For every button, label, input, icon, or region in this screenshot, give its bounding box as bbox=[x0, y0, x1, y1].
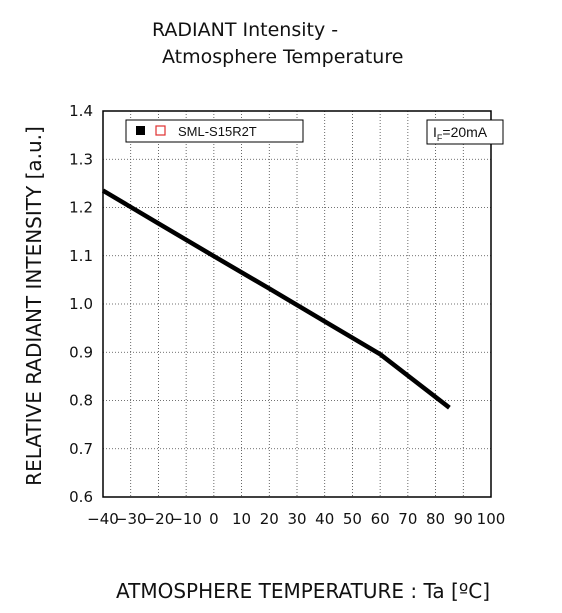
current-annotation: IF=20mA bbox=[426, 119, 504, 145]
x-tick-label: 50 bbox=[343, 510, 362, 528]
x-axis-label: ATMOSPHERE TEMPERATURE : Ta [ºC] bbox=[116, 579, 490, 603]
annotation-rest: =20mA bbox=[442, 124, 487, 140]
annotation-text: IF=20mA bbox=[433, 124, 488, 143]
y-tick-label: 0.7 bbox=[69, 440, 93, 458]
legend-filled-square-marker bbox=[136, 126, 145, 135]
y-tick-label: 0.6 bbox=[69, 488, 93, 506]
legend-label: SML-S15R2T bbox=[178, 124, 257, 139]
y-tick-label: 1.0 bbox=[69, 295, 93, 313]
series-layer bbox=[101, 188, 451, 410]
x-tick-label: 10 bbox=[232, 510, 251, 528]
annotation-sub: F bbox=[437, 133, 443, 143]
y-tick-label: 0.8 bbox=[69, 392, 93, 410]
x-tick-label: 60 bbox=[371, 510, 390, 528]
x-tick-label: 90 bbox=[454, 510, 473, 528]
x-tick-label: 70 bbox=[398, 510, 417, 528]
x-tick-label: 0 bbox=[209, 510, 219, 528]
x-tick-labels: −40−30−20−10 0 10 20 30 40 50 60 70 80 90 100 bbox=[87, 510, 505, 528]
x-tick-label: 100 bbox=[477, 510, 506, 528]
legend: SML-S15R2T bbox=[125, 119, 304, 143]
chart-title-line2: Atmosphere Temperature bbox=[162, 46, 403, 68]
y-axis-label: RELATIVE RADIANT INTENSITY [a.u.] bbox=[22, 126, 46, 486]
annotation-main: I bbox=[433, 124, 437, 140]
y-tick-label: 1.4 bbox=[69, 102, 93, 120]
y-tick-label: 1.3 bbox=[69, 150, 93, 168]
legend-box bbox=[125, 119, 304, 143]
y-tick-labels: 0.6 0.7 0.8 0.9 1.0 1.1 1.2 1.3 1.4 bbox=[69, 102, 93, 506]
x-tick-label: −30 bbox=[115, 510, 147, 528]
y-tick-label: 1.1 bbox=[69, 247, 93, 265]
series-line bbox=[101, 188, 451, 410]
chart-title-line1: RADIANT Intensity - bbox=[152, 19, 338, 41]
y-tick-label: 1.2 bbox=[69, 199, 93, 217]
legend-hollow-square-marker bbox=[155, 125, 166, 136]
x-tick-label: −10 bbox=[170, 510, 202, 528]
x-tick-label: 30 bbox=[287, 510, 306, 528]
x-tick-label: 20 bbox=[260, 510, 279, 528]
x-tick-label: −20 bbox=[143, 510, 175, 528]
annotation-box bbox=[426, 119, 504, 145]
x-tick-label: 80 bbox=[426, 510, 445, 528]
plot-frame bbox=[102, 110, 492, 498]
y-tick-label: 0.9 bbox=[69, 343, 93, 361]
x-tick-label: 40 bbox=[315, 510, 334, 528]
x-tick-label: −40 bbox=[87, 510, 119, 528]
